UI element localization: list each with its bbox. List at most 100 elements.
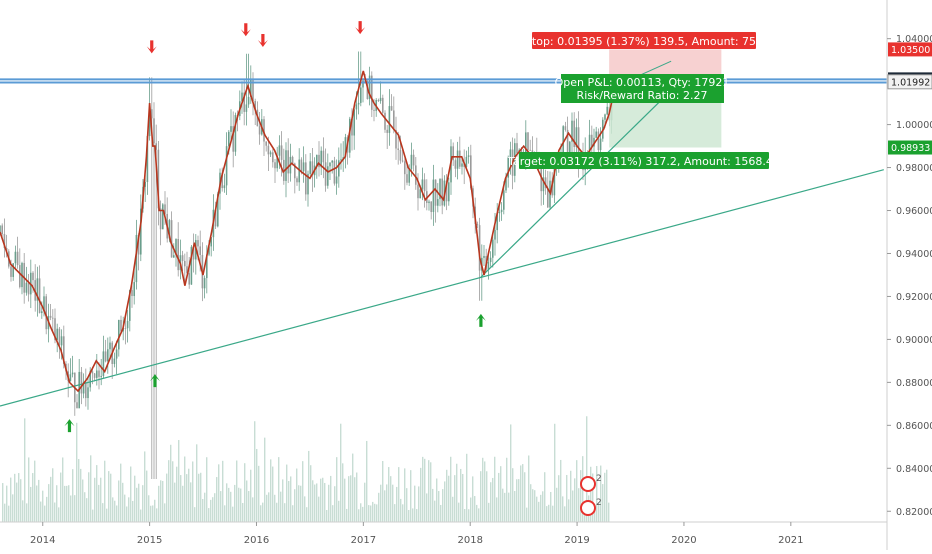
- volume-bar: [328, 484, 330, 522]
- candle-body: [465, 156, 468, 168]
- candle-body: [63, 336, 65, 365]
- volume-bar: [116, 505, 118, 522]
- volume-bar: [592, 473, 594, 522]
- candle-body: [362, 80, 364, 88]
- candle-body: [340, 159, 342, 161]
- candle-body: [404, 161, 406, 175]
- candle-body: [131, 290, 133, 297]
- volume-bar: [254, 421, 256, 522]
- event-marker-icon: [580, 500, 596, 516]
- volume-bar: [406, 488, 408, 522]
- volume-bar: [172, 461, 174, 522]
- candle-body: [129, 290, 131, 321]
- candle-body: [377, 100, 380, 102]
- volume-bar: [508, 492, 510, 522]
- candle-body: [591, 134, 593, 147]
- volume-bar: [76, 422, 78, 522]
- volume-bar: [294, 489, 296, 522]
- volume-bar: [282, 479, 284, 522]
- volume-bar: [32, 473, 34, 522]
- price-label-text: 0.98933: [891, 143, 930, 154]
- volume-bar: [214, 493, 216, 522]
- up-arrow-icon: [64, 419, 75, 433]
- candle-body: [571, 120, 573, 142]
- candle-body: [300, 159, 303, 172]
- volume-bar: [544, 472, 546, 522]
- candle-body: [71, 372, 74, 375]
- candle-body: [49, 315, 52, 318]
- volume-bar: [60, 472, 62, 522]
- candle-body: [69, 374, 72, 382]
- x-tick-label: 2017: [351, 535, 376, 546]
- candle-body: [173, 255, 175, 258]
- volume-bar: [34, 460, 36, 522]
- volume-bar: [154, 499, 156, 522]
- candle-body: [478, 225, 481, 271]
- candle-body: [192, 246, 195, 260]
- volume-bar: [404, 468, 406, 522]
- volume-bar: [488, 502, 490, 522]
- candle-body: [410, 154, 413, 169]
- candle-body: [175, 239, 177, 256]
- candle-body: [452, 146, 454, 161]
- volume-bar: [38, 479, 40, 522]
- volume-bar: [440, 504, 442, 522]
- volume-bar: [200, 472, 202, 522]
- volume-bar: [444, 481, 446, 522]
- candle-body: [566, 129, 569, 152]
- volume-bar: [308, 450, 310, 522]
- candle-body: [514, 143, 516, 176]
- candle-body: [599, 138, 602, 151]
- volume-bar: [302, 461, 304, 522]
- volume-bar: [344, 478, 346, 522]
- candle-body: [390, 106, 393, 111]
- volume-bar: [370, 505, 372, 522]
- candle-body: [25, 282, 28, 293]
- volume-bar: [354, 477, 356, 522]
- candle-body: [459, 150, 461, 167]
- candle-body: [135, 234, 138, 283]
- volume-bar: [396, 486, 398, 522]
- volume-bar: [144, 451, 146, 522]
- volume-bar: [378, 492, 380, 522]
- x-tick-label: 2020: [671, 535, 696, 546]
- volume-bar: [504, 492, 506, 522]
- candle-body: [115, 349, 118, 359]
- volume-bar: [554, 423, 556, 522]
- y-tick-label: 0.94000: [896, 249, 932, 260]
- candle-body: [294, 163, 296, 179]
- candle-body: [494, 230, 496, 240]
- volume-bar: [526, 507, 528, 522]
- volume-bar: [216, 477, 218, 522]
- volume-bar: [118, 480, 120, 522]
- volume-bar: [176, 466, 178, 522]
- volume-bar: [468, 509, 470, 522]
- candle-body: [228, 131, 230, 147]
- volume-bar: [64, 485, 66, 522]
- candle-body: [593, 137, 595, 147]
- candle-body: [397, 148, 399, 150]
- candle-body: [113, 358, 116, 364]
- volume-bar: [298, 485, 300, 522]
- volume-bar: [262, 502, 264, 522]
- event-count: 2: [596, 474, 602, 484]
- volume-bar: [564, 506, 566, 522]
- x-tick-label: 2019: [564, 535, 589, 546]
- candle-body: [393, 110, 395, 130]
- volume-bar: [232, 506, 234, 522]
- candle-body: [137, 234, 140, 255]
- volume-bar: [162, 480, 164, 522]
- candle-body: [96, 370, 98, 378]
- candle-body: [89, 371, 91, 388]
- candle-body: [311, 161, 314, 176]
- volume-bar: [114, 500, 116, 522]
- candle-body: [302, 162, 305, 172]
- volume-bar: [346, 508, 348, 522]
- candle-body: [349, 118, 351, 153]
- volume-bar: [66, 485, 68, 522]
- candle-body: [217, 193, 219, 227]
- candle-body: [285, 150, 287, 181]
- candle-body: [408, 168, 410, 183]
- candle-body: [360, 87, 362, 103]
- candle-body: [241, 92, 243, 102]
